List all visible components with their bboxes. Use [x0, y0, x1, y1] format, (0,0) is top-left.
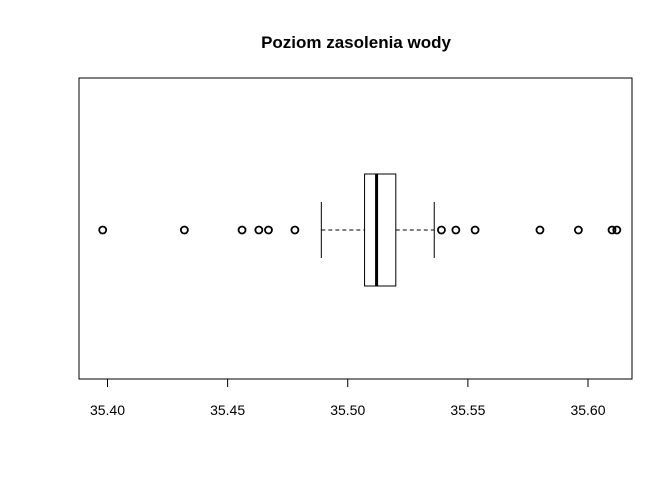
chart-title: Poziom zasolenia wody	[261, 33, 451, 52]
x-axis: 35.40 35.45 35.50 35.55 35.60	[90, 378, 606, 418]
outlier-point	[179, 225, 189, 235]
outlier-point	[612, 225, 622, 235]
outlier-points	[98, 225, 622, 235]
outlier-point	[254, 225, 264, 235]
outlier-point	[290, 225, 300, 235]
plot-frame	[78, 77, 633, 380]
outlier-point	[437, 225, 446, 235]
x-tick-label: 35.50	[330, 402, 365, 418]
x-tick-label: 35.60	[570, 402, 605, 418]
x-tick-label: 35.45	[210, 402, 245, 418]
iqr-box	[364, 173, 397, 287]
outlier-point	[264, 225, 273, 235]
x-tick-label: 35.55	[450, 402, 485, 418]
outlier-point	[470, 225, 480, 235]
outlier-point	[535, 225, 545, 235]
x-tick-label: 35.40	[90, 402, 125, 418]
outlier-point	[451, 225, 461, 235]
outlier-point	[237, 225, 247, 235]
outlier-point	[607, 225, 617, 235]
outlier-point	[573, 225, 583, 235]
outlier-point	[98, 225, 108, 235]
box-plot	[320, 173, 435, 287]
